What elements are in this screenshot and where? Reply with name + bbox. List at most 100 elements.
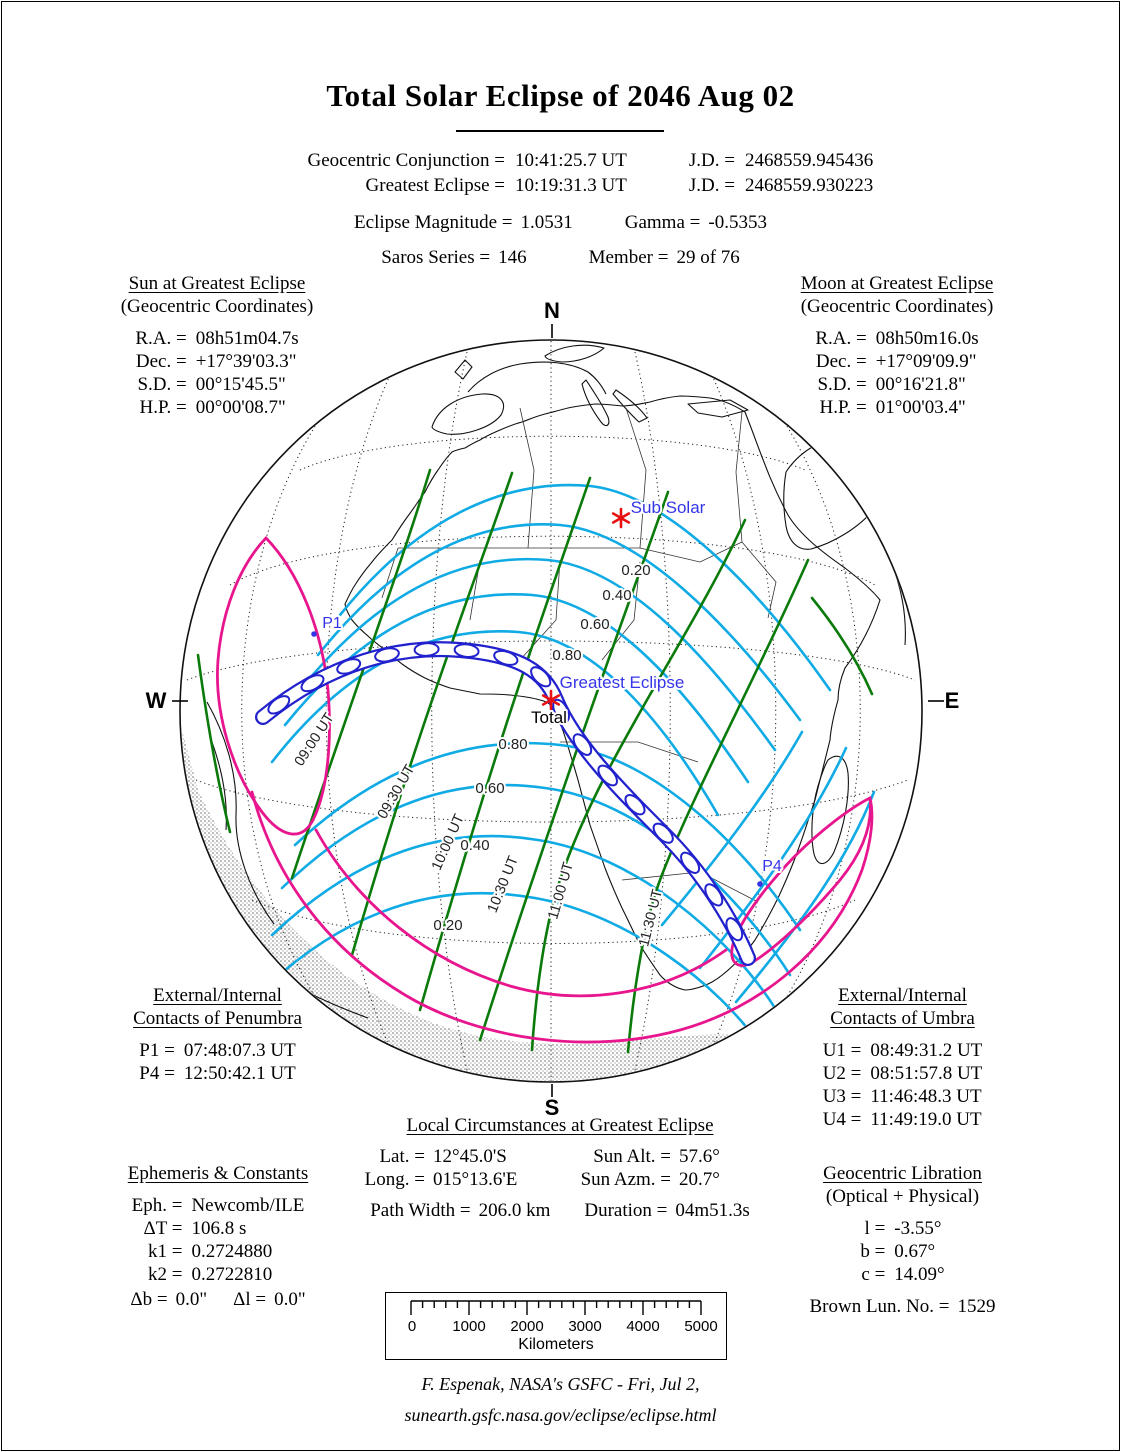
jd-label-1: J.D. = [688, 150, 735, 171]
saros-value: 146 [498, 247, 527, 268]
libration-table: l = -3.55° b = 0.67° c = 14.09° [765, 1217, 1040, 1286]
arabian-sea-coastline [889, 559, 906, 646]
sun-panel: Sun at Greatest Eclipse (Geocentric Coor… [82, 272, 352, 419]
penumbra-inner-limit [314, 828, 728, 998]
credit-line-2: sunearth.gsfc.nasa.gov/eclipse/eclipse.h… [404, 1405, 717, 1425]
magnitude-contour-line [698, 746, 848, 970]
conjunction-table: Geocentric Conjunction = 10:41:25.7 UT J… [205, 150, 905, 197]
total-label: Total [531, 708, 567, 727]
umbra-outline [624, 794, 646, 816]
magnitude-contour-line [280, 783, 792, 977]
u3-contact-label: U3 = [822, 1086, 862, 1107]
magnitude-gamma-line: Eclipse Magnitude = 1.0531 Gamma = -0.5353 [0, 212, 1121, 234]
contour-label-north: 0.80 [552, 647, 581, 664]
umbra-outline [680, 851, 701, 874]
time-line-west [196, 653, 232, 834]
umbra-outline [453, 643, 480, 658]
libration-title: Geocentric Libration [823, 1163, 982, 1184]
penumbra-east-lobe [730, 795, 872, 967]
scale-ruler [410, 1300, 702, 1315]
umbra-outline [552, 698, 570, 723]
saros-member-line: Saros Series = 146 Member = 29 of 76 [0, 247, 1121, 269]
sun-ra-label: R.A. = [135, 328, 187, 349]
ut-label-1100: 11:00 UT [545, 860, 577, 921]
p4-point [757, 881, 763, 887]
time-line-0900 [290, 468, 432, 880]
lat-value: 12°45.0'S [433, 1146, 507, 1167]
magnitude-contour-line [293, 741, 802, 932]
magnitude-contour-line [270, 629, 720, 817]
u2-contact-value: 08:51:57.8 UT [870, 1063, 983, 1084]
contour-label-south: 0.80 [498, 736, 527, 753]
delta-b-l-line: Δb = 0.0" Δl = 0.0" [78, 1288, 358, 1311]
africa-coastline [344, 395, 881, 991]
brown-lunation-line: Brown Lun. No. = 1529 [765, 1295, 1040, 1318]
title-rule [456, 130, 664, 132]
contour-label-north: 0.20 [621, 562, 650, 579]
greatest-eclipse-label: Greatest Eclipse [560, 673, 685, 692]
page-title: Total Solar Eclipse of 2046 Aug 02 [326, 78, 795, 113]
libration-panel: Geocentric Libration (Optical + Physical… [765, 1162, 1040, 1318]
moon-sd-value: 00°16'21.8" [875, 374, 966, 395]
penumbra-limits [216, 535, 874, 1044]
jd-value-1: 2468559.945436 [745, 150, 874, 171]
long-value: 015°13.6'E [433, 1169, 518, 1190]
umbra-outline [413, 642, 440, 657]
u2-contact-label: U2 = [822, 1063, 862, 1084]
umbra-outline [725, 917, 744, 942]
scale-tick-label: 4000 [626, 1318, 660, 1335]
umbra-outline [530, 666, 552, 688]
time-line-1030 [478, 490, 670, 1042]
magnitude-contours [266, 483, 876, 1047]
umbra-outline [652, 822, 674, 844]
gamma-label: Gamma = [624, 212, 701, 233]
sun-panel-title: Sun at Greatest Eclipse [128, 273, 306, 294]
u1-contact-value: 08:49:31.2 UT [870, 1040, 983, 1061]
graticule-meridian [241, 414, 323, 1009]
p1-contact-value: 07:48:07.3 UT [183, 1040, 296, 1061]
delta-l-label: Δl = [233, 1289, 267, 1310]
penumbra-contacts-panel: External/Internal Contacts of Penumbra P… [85, 984, 350, 1085]
magnitude-contour-line [734, 790, 876, 1004]
moon-sd-label: S.D. = [817, 374, 867, 395]
time-line-1100 [530, 518, 747, 1052]
magnitude-contour-line [283, 593, 750, 784]
saros-label: Saros Series = [381, 247, 491, 268]
scale-tick-label: 3000 [568, 1318, 602, 1335]
sub-solar-label: Sub Solar [631, 498, 706, 517]
libration-l-value: -3.55° [894, 1218, 942, 1239]
p1-label: P1 [322, 615, 342, 632]
time-line-east [810, 596, 874, 696]
conjunction-value: 10:41:25.7 UT [515, 150, 627, 171]
ut-label-1030: 10:30 UT [485, 854, 522, 915]
eph-value: Newcomb/ILE [191, 1195, 305, 1216]
libration-l-label: l = [864, 1218, 886, 1239]
member-value: 29 of 76 [676, 247, 740, 268]
sun-sd-value: 00°15'45.5" [195, 374, 286, 395]
local-circumstances-title: Local Circumstances at Greatest Eclipse [406, 1115, 714, 1136]
graticule [186, 341, 916, 1081]
moon-panel-table: R.A. = 08h50m16.0s Dec. = +17°09'09.9" S.D… [762, 327, 1032, 419]
moon-hp-value: 01°00'03.4" [875, 397, 966, 418]
ephemeris-table: Eph. = Newcomb/ILE ΔT = 106.8 s k1 = 0.2724… [78, 1194, 358, 1286]
graticule-meridian [325, 374, 391, 1049]
sun-dec-value: +17°39'03.3" [195, 351, 297, 372]
delta-b-value: 0.0" [175, 1289, 208, 1310]
sun-azm-value: 20.7° [679, 1169, 720, 1190]
penumbra-west-lobe [216, 535, 331, 836]
sun-hp-value: 00°00'08.7" [195, 397, 286, 418]
moon-ra-label: R.A. = [815, 328, 867, 349]
lat-label: Lat. = [379, 1146, 425, 1167]
scale-tick-label: 5000 [684, 1318, 718, 1335]
path-width-duration-line: Path Width = 206.0 km Duration = 04m51.3s [320, 1199, 800, 1222]
scale-tick-label: 2000 [510, 1318, 544, 1335]
local-circumstances-panel: Local Circumstances at Greatest Eclipse … [320, 1114, 800, 1222]
member-label: Member = [588, 247, 669, 268]
path-width-label: Path Width = [370, 1200, 471, 1221]
k1-value: 0.2724880 [191, 1241, 273, 1262]
libration-b-value: 0.67° [894, 1241, 936, 1262]
sun-dec-label: Dec. = [135, 351, 187, 372]
ephemeris-title: Ephemeris & Constants [127, 1163, 309, 1184]
europe-coastline [467, 361, 607, 395]
jd-value-2: 2468559.930223 [745, 175, 874, 196]
